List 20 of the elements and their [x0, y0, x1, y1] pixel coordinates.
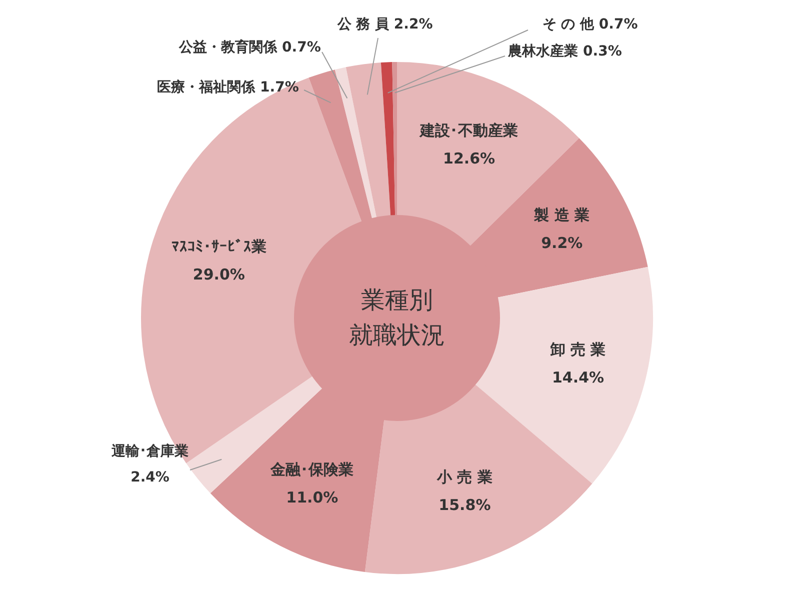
slice-label: 公 務 員 2.2%	[336, 16, 433, 33]
slice-label: 製 造 業	[533, 206, 590, 224]
slice-label: そ の 他 0.7%	[542, 16, 638, 33]
data-label: 2.4%	[130, 470, 170, 486]
slice-label: 運輸･倉庫業	[110, 442, 188, 460]
data-label: 9.2%	[541, 234, 583, 252]
slice-label: 金融･保険業	[270, 460, 354, 478]
text: 業種別就職状況	[349, 285, 445, 351]
slice-label: 農林水産業 0.3%	[507, 42, 622, 60]
slice-label: 卸 売 業	[549, 340, 606, 358]
slice-label: 公益・教育関係 0.7%	[178, 38, 321, 56]
data-label: 14.4%	[552, 368, 604, 386]
data-label: 29.0%	[192, 265, 245, 284]
slice-label: 建設･不動産業	[419, 121, 518, 140]
data-label: 12.6%	[443, 149, 496, 168]
slice-label: 小 売 業	[436, 468, 492, 486]
data-label: 15.8%	[438, 496, 491, 514]
slice-label: ﾏｽｺﾐ･ｻｰﾋﾞｽ業	[171, 237, 266, 256]
data-label: 11.0%	[286, 488, 338, 506]
slice-label: 医療・福祉関係 1.7%	[157, 78, 299, 96]
